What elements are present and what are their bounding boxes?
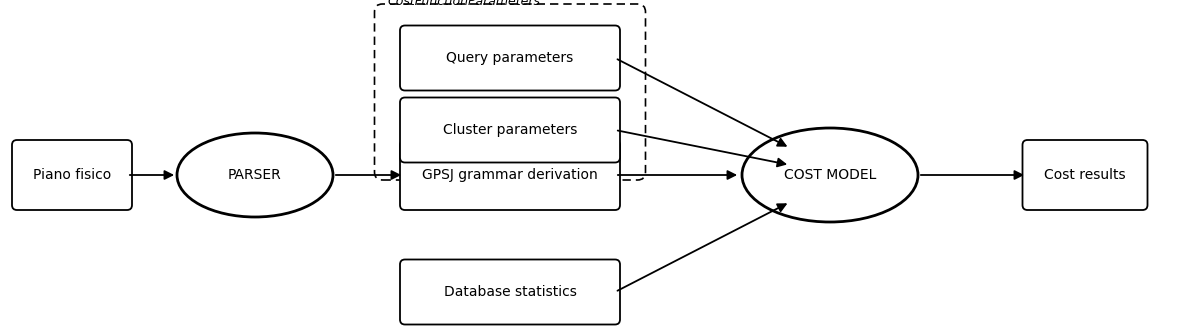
Text: Cost results: Cost results [1044,168,1126,182]
FancyBboxPatch shape [400,140,620,210]
FancyBboxPatch shape [400,259,620,324]
Text: Database statistics: Database statistics [444,285,576,299]
Text: PARSER: PARSER [228,168,282,182]
Ellipse shape [743,128,917,222]
Text: Cluster parameters: Cluster parameters [443,123,577,137]
Text: Piano fisico: Piano fisico [33,168,111,182]
FancyBboxPatch shape [400,25,620,90]
FancyBboxPatch shape [1022,140,1147,210]
Text: CostFunctionParameters: CostFunctionParameters [388,0,540,8]
Text: Query parameters: Query parameters [446,51,574,65]
Ellipse shape [177,133,333,217]
Text: COST MODEL: COST MODEL [784,168,876,182]
Text: GPSJ grammar derivation: GPSJ grammar derivation [422,168,597,182]
FancyBboxPatch shape [12,140,132,210]
FancyBboxPatch shape [400,97,620,162]
